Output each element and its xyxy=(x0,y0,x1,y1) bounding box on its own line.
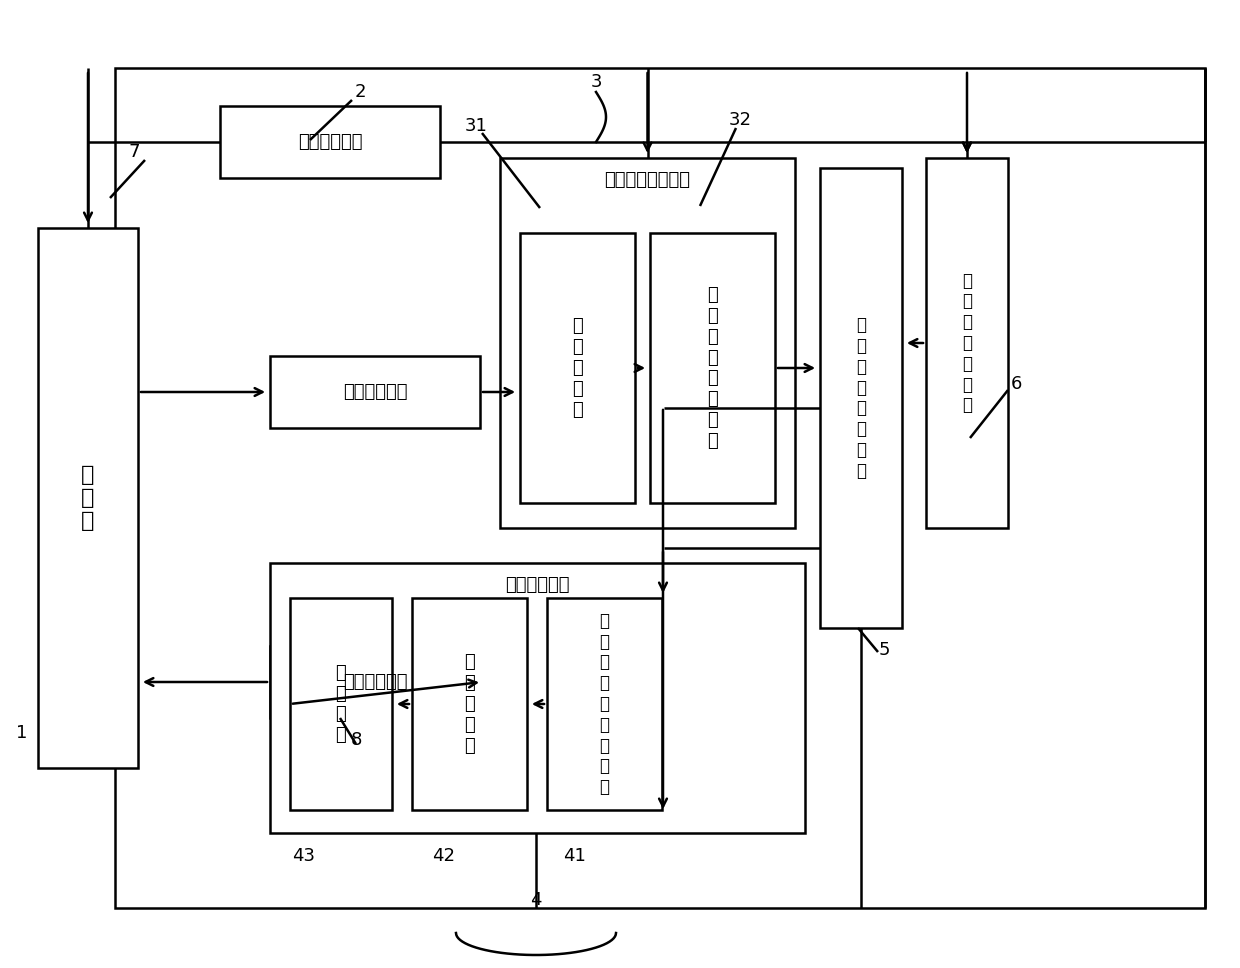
Text: 电源转换电路: 电源转换电路 xyxy=(298,133,362,151)
Bar xyxy=(412,598,527,810)
Bar xyxy=(270,563,805,833)
Bar xyxy=(219,106,440,178)
Text: 动态信号发生电路: 动态信号发生电路 xyxy=(605,171,691,189)
Bar xyxy=(500,158,795,528)
Text: 5: 5 xyxy=(878,641,890,659)
Text: 7: 7 xyxy=(128,143,140,161)
Text: 电
压
跟
随
器: 电 压 跟 随 器 xyxy=(464,653,475,755)
Bar xyxy=(270,646,480,718)
Text: 31: 31 xyxy=(465,117,487,135)
Text: 信号调理电路: 信号调理电路 xyxy=(505,576,569,594)
Text: 42: 42 xyxy=(433,847,455,865)
Text: 6: 6 xyxy=(1011,375,1022,393)
Text: 8: 8 xyxy=(351,731,362,749)
Text: 41: 41 xyxy=(563,847,585,865)
Text: 第
一
多
路
模
拟
开
关: 第 一 多 路 模 拟 开 关 xyxy=(707,287,718,450)
Text: 4: 4 xyxy=(531,891,542,909)
Bar xyxy=(270,356,480,428)
Text: 控
制
器: 控 制 器 xyxy=(82,465,94,531)
Text: 电
流
转
电
压
取
样
电
路: 电 流 转 电 压 取 样 电 路 xyxy=(599,612,610,797)
Text: 模数转换模块: 模数转换模块 xyxy=(342,673,407,691)
Bar xyxy=(547,598,662,810)
Text: 2: 2 xyxy=(355,83,366,101)
Text: 43: 43 xyxy=(293,847,315,865)
Bar xyxy=(926,158,1008,528)
Bar xyxy=(290,598,392,810)
Text: 反
相
放
大
器: 反 相 放 大 器 xyxy=(572,318,583,418)
Bar xyxy=(520,233,635,503)
Text: 整
流
电
路: 整 流 电 路 xyxy=(336,664,346,744)
Bar xyxy=(650,233,775,503)
Text: 恒
压
负
反
馈
电
路: 恒 压 负 反 馈 电 路 xyxy=(962,272,972,414)
Text: 3: 3 xyxy=(590,73,601,91)
Text: 四
电
极
电
导
率
电
极: 四 电 极 电 导 率 电 极 xyxy=(856,317,866,480)
Bar xyxy=(820,168,901,628)
Text: 数模转换模块: 数模转换模块 xyxy=(342,383,407,401)
Text: 1: 1 xyxy=(16,724,27,742)
Bar xyxy=(115,68,1205,908)
Text: 32: 32 xyxy=(729,111,751,129)
Bar xyxy=(38,228,138,768)
